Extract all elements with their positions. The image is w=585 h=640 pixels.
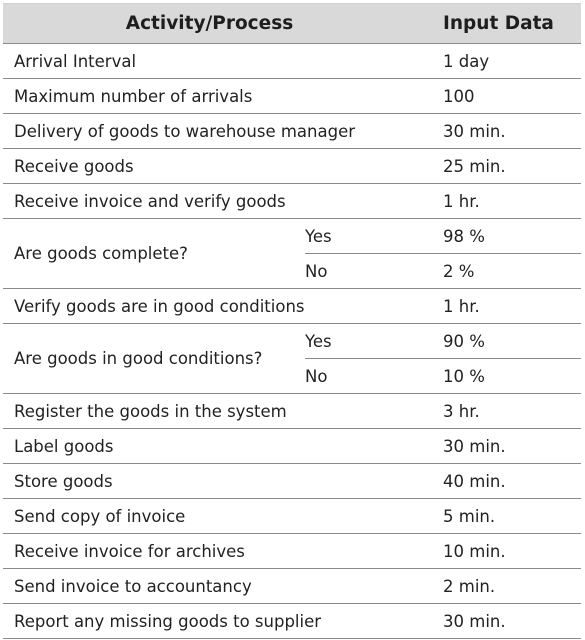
table-row: Maximum number of arrivals 100 (3, 78, 581, 114)
table-row: Verify goods are in good conditions 1 hr… (3, 288, 581, 324)
input-cell: 2 % (416, 253, 581, 289)
input-cell: 5 min. (416, 498, 581, 534)
table-row: Report any missing goods to supplier 30 … (3, 603, 581, 639)
table-row: Delivery of goods to warehouse manager 3… (3, 113, 581, 149)
activity-cell: Delivery of goods to warehouse manager (3, 113, 416, 149)
table-row: Send invoice to accountancy 2 min. (3, 568, 581, 604)
activity-cell: Store goods (3, 463, 416, 499)
activity-cell: Are goods in good conditions? (3, 323, 305, 394)
table-row: No 10 % (3, 358, 581, 394)
option-cell-no: No (305, 253, 416, 289)
table-row: No 2 % (3, 253, 581, 289)
input-cell: 98 % (416, 218, 581, 254)
table-row: Store goods 40 min. (3, 463, 581, 499)
table-row: Arrival Interval 1 day (3, 43, 581, 79)
input-cell: 1 hr. (416, 288, 581, 324)
input-cell: 1 hr. (416, 183, 581, 219)
header-activity: Activity/Process (3, 3, 416, 44)
activity-cell: Arrival Interval (3, 43, 416, 79)
option-cell-yes: Yes (305, 323, 416, 359)
table-row: Receive goods 25 min. (3, 148, 581, 184)
activity-cell: Are goods complete? (3, 218, 305, 289)
input-cell: 40 min. (416, 463, 581, 499)
activity-cell: Report any missing goods to supplier (3, 603, 416, 639)
input-cell: 90 % (416, 323, 581, 359)
input-cell: 25 min. (416, 148, 581, 184)
table-row: Are goods in good conditions? Yes 90 % (3, 323, 581, 394)
input-cell: 2 min. (416, 568, 581, 604)
input-cell: 30 min. (416, 603, 581, 639)
activity-cell: Label goods (3, 428, 416, 464)
input-cell: 10 % (416, 358, 581, 394)
activity-cell: Register the goods in the system (3, 393, 416, 429)
table-row: Send copy of invoice 5 min. (3, 498, 581, 534)
option-cell-yes: Yes (305, 218, 416, 254)
input-cell: 30 min. (416, 428, 581, 464)
activity-cell: Send invoice to accountancy (3, 568, 416, 604)
table-row: Are goods complete? Yes 98 % (3, 218, 581, 289)
input-cell: 10 min. (416, 533, 581, 569)
input-cell: 1 day (416, 43, 581, 79)
table-header-row: Activity/Process Input Data (3, 3, 581, 44)
activity-cell: Verify goods are in good conditions (3, 288, 416, 324)
activity-cell: Send copy of invoice (3, 498, 416, 534)
activity-cell: Receive invoice and verify goods (3, 183, 416, 219)
table-row: Label goods 30 min. (3, 428, 581, 464)
activity-cell: Receive goods (3, 148, 416, 184)
table-row: Receive invoice for archives 10 min. (3, 533, 581, 569)
table-row: Register the goods in the system 3 hr. (3, 393, 581, 429)
activity-cell: Receive invoice for archives (3, 533, 416, 569)
option-cell-no: No (305, 358, 416, 394)
input-cell: 3 hr. (416, 393, 581, 429)
process-input-table: Activity/Process Input Data Arrival Inte… (3, 3, 581, 639)
input-cell: 30 min. (416, 113, 581, 149)
input-cell: 100 (416, 78, 581, 114)
table-row: Receive invoice and verify goods 1 hr. (3, 183, 581, 219)
activity-cell: Maximum number of arrivals (3, 78, 416, 114)
header-input-data: Input Data (416, 3, 581, 44)
